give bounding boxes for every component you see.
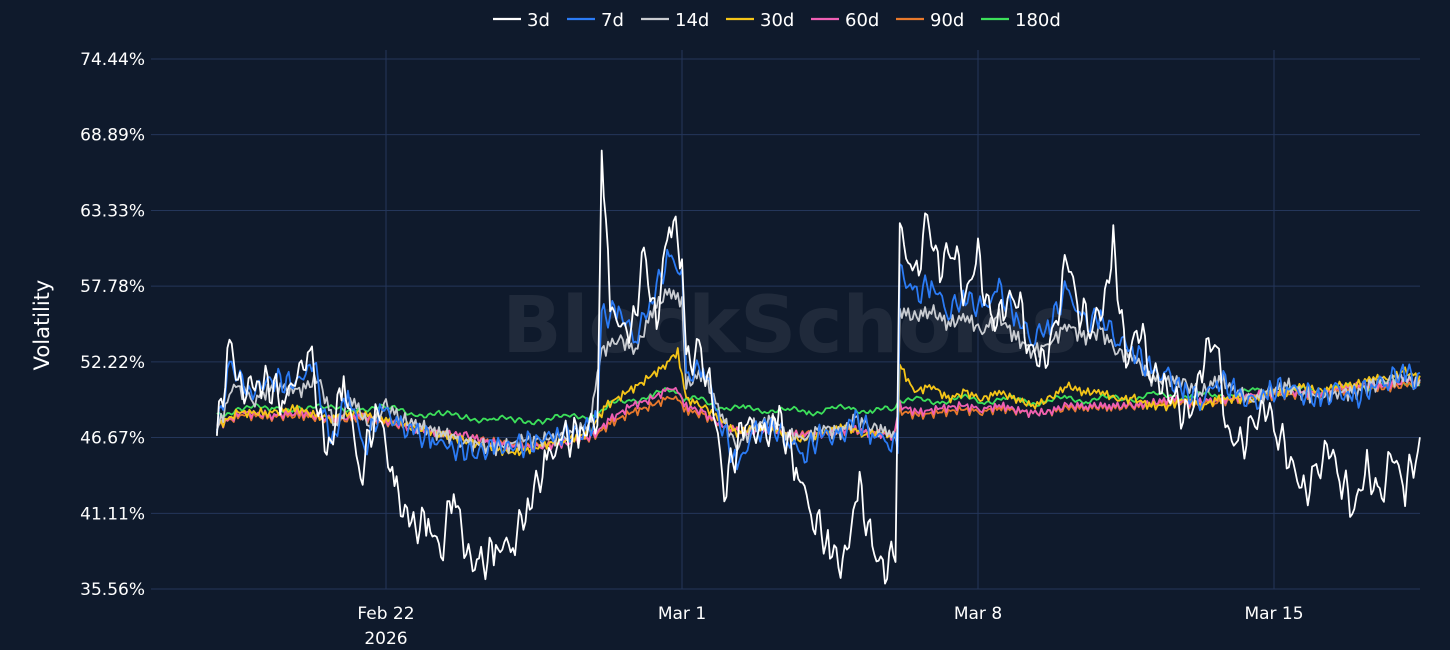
legend-label: 14d [675,10,709,31]
series-line-3d [216,149,1421,585]
legend-label: 3d [527,10,550,31]
legend-item-30d[interactable]: 30d [726,10,794,31]
x-tick-label: Feb 22 [357,604,414,624]
y-tick-label: 41.11% [80,504,145,524]
series-line-7d [216,248,1421,471]
legend-label: 30d [760,10,794,31]
x-tick-sublabel: 2026 [364,629,407,649]
legend-item-60d[interactable]: 60d [811,10,879,31]
x-tick-label: Mar 1 [658,604,706,624]
legend-label: 90d [930,10,964,31]
y-tick-label: 46.67% [80,429,145,449]
y-tick-label: 68.89% [80,126,145,146]
x-tick-label: Mar 15 [1244,604,1303,624]
series-line-180d [216,379,1421,426]
legend-item-180d[interactable]: 180d [981,10,1061,31]
y-tick-label: 74.44% [80,50,145,70]
legend-label: 60d [845,10,879,31]
y-tick-label: 57.78% [80,277,145,297]
legend[interactable]: 3d 7d 14d 30d 60d 90d 180d [493,10,1061,31]
legend-item-90d[interactable]: 90d [896,10,964,31]
legend-label: 7d [601,10,624,31]
y-tick-label: 52.22% [80,353,145,373]
x-axis: Feb 22 2026 Mar 1 Mar 8 Mar 15 [357,604,1303,649]
x-tick-label: Mar 8 [954,604,1002,624]
y-axis-label: Volatility [30,280,54,371]
legend-item-7d[interactable]: 7d [567,10,624,31]
y-tick-label: 63.33% [80,201,145,221]
legend-item-14d[interactable]: 14d [641,10,709,31]
y-axis: 35.56% 41.11% 46.67% 52.22% 57.78% 63.33% 68.8… [80,50,145,600]
legend-label: 180d [1015,10,1061,31]
legend-item-3d[interactable]: 3d [493,10,550,31]
series-lines [216,149,1421,585]
grid [151,50,1420,590]
y-tick-label: 35.56% [80,580,145,600]
